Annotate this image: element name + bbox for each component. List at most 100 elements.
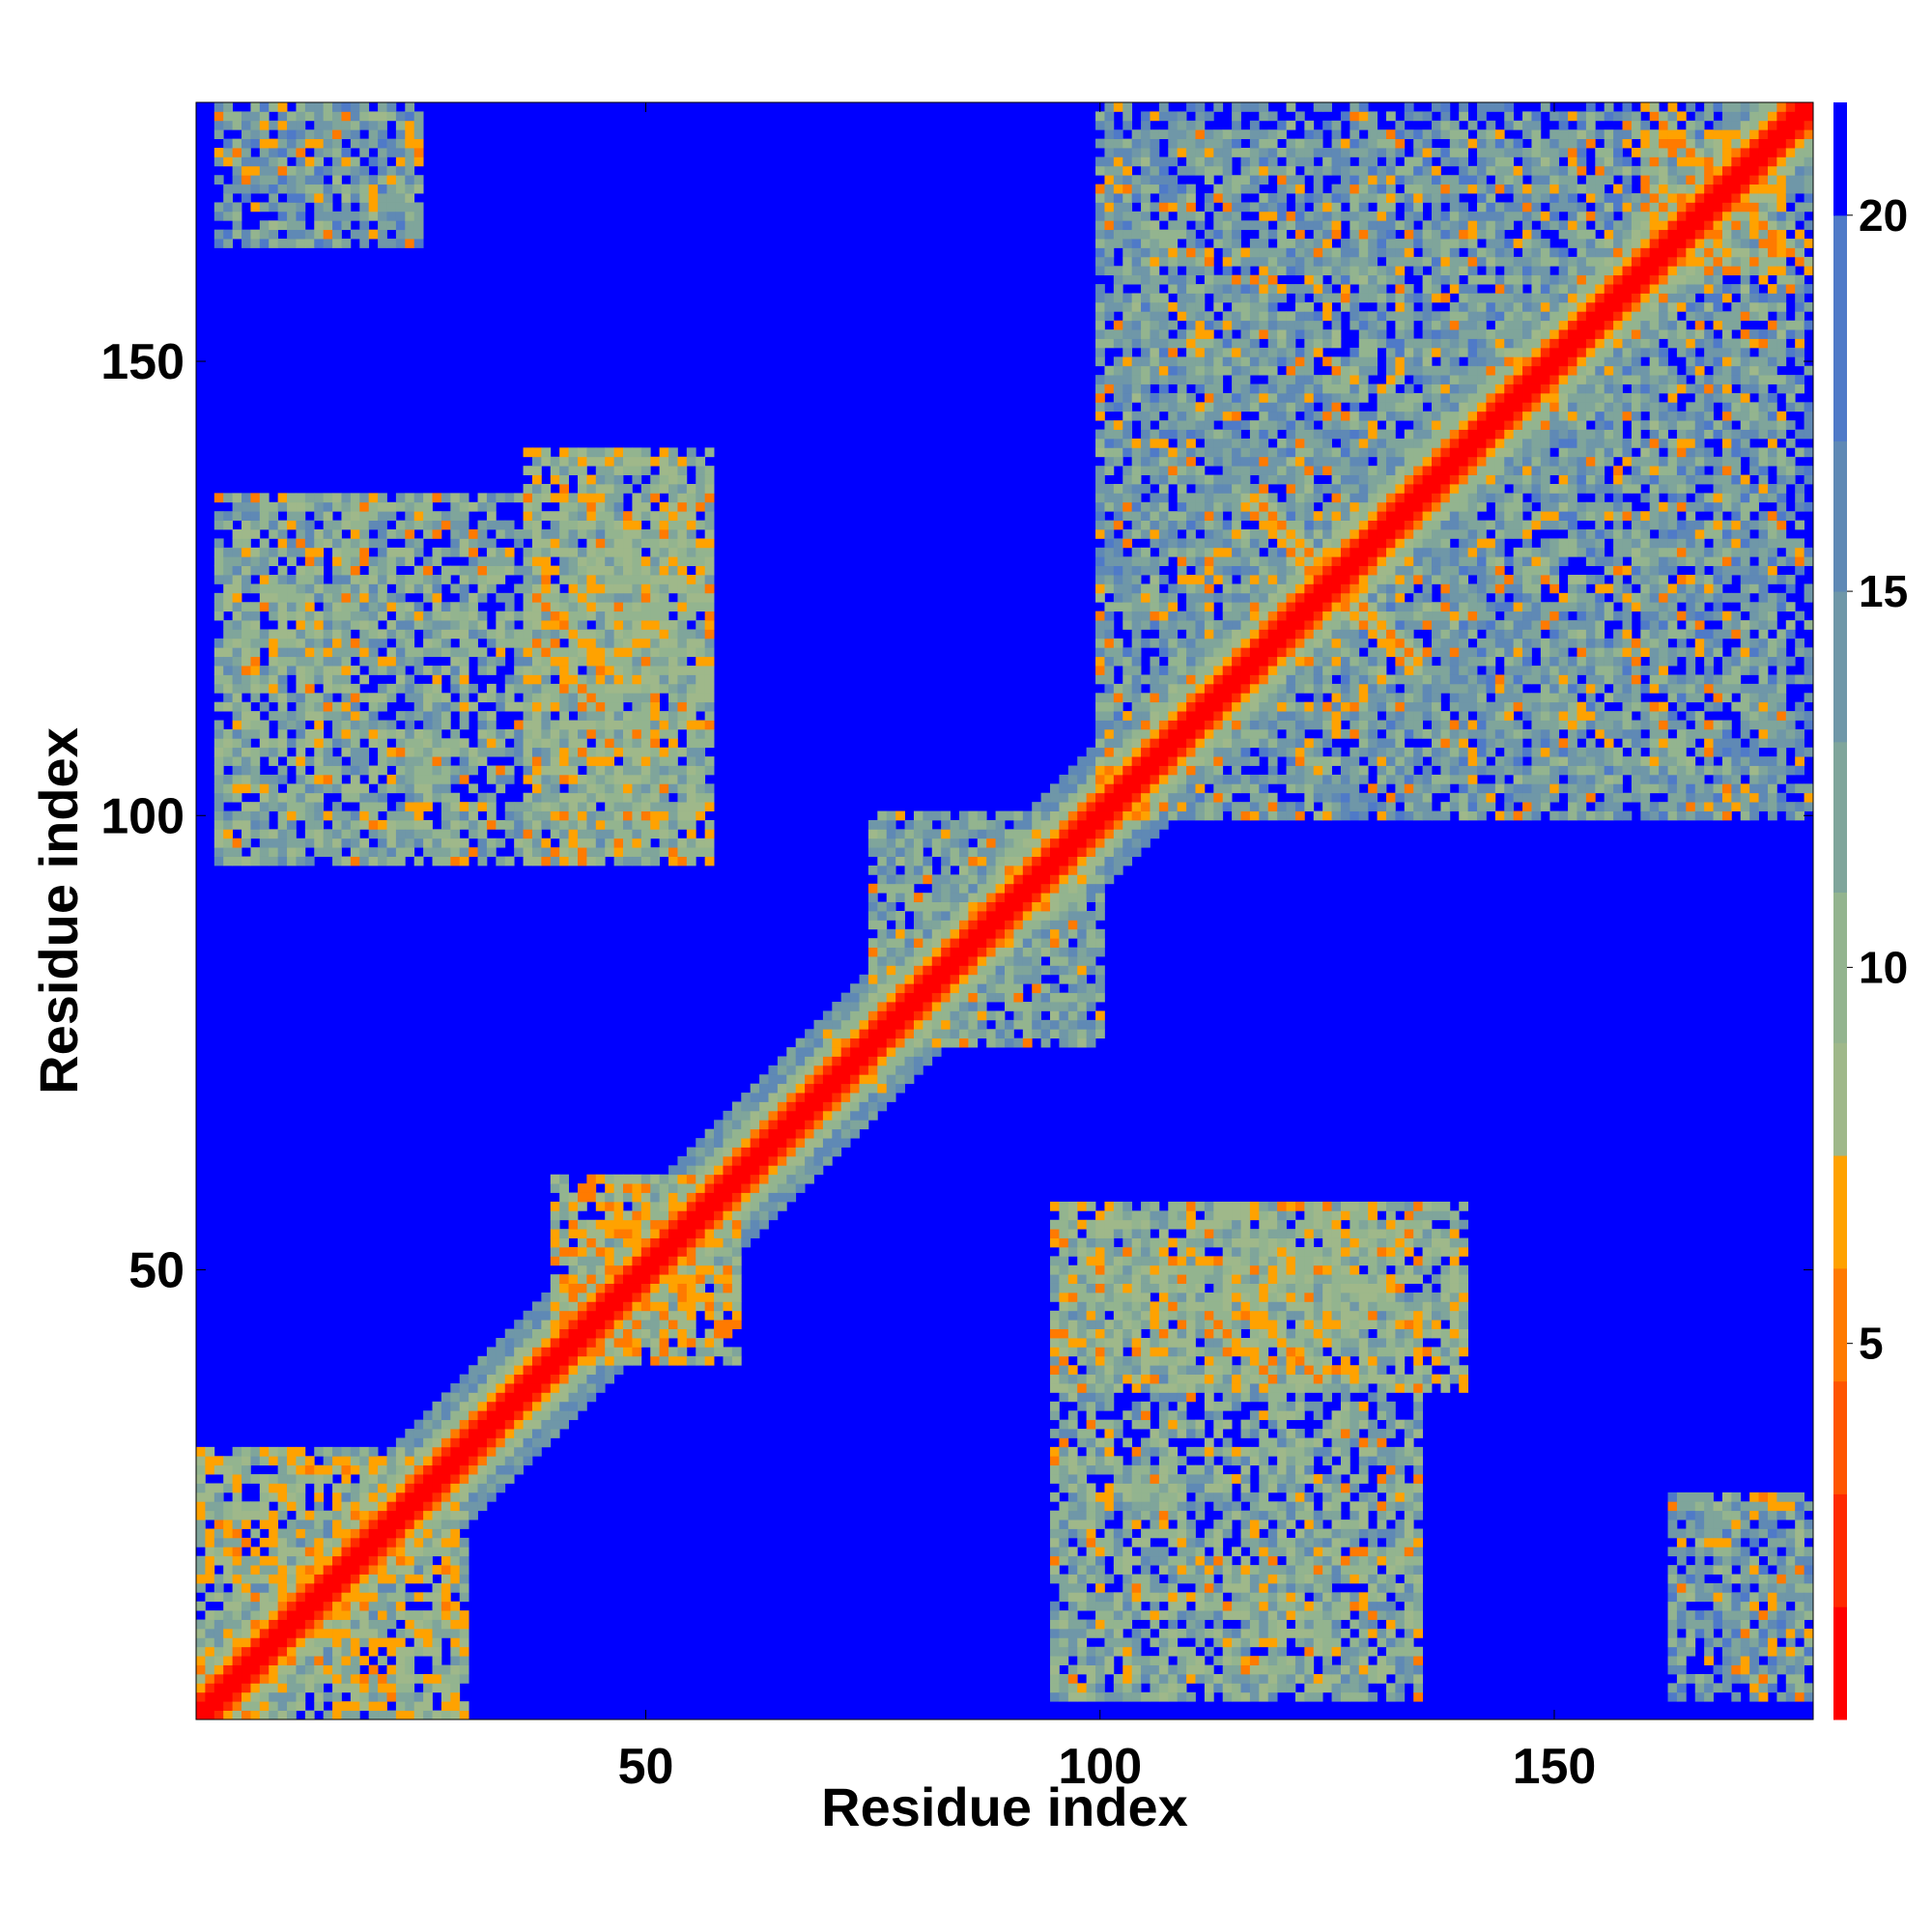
heatmap-cell	[341, 592, 352, 603]
heatmap-cell	[586, 556, 597, 567]
heatmap-cell	[432, 583, 442, 594]
heatmap-cell	[423, 1464, 433, 1475]
heatmap-cell	[450, 810, 461, 821]
heatmap-cell	[287, 738, 297, 749]
heatmap-cell	[314, 493, 325, 503]
heatmap-cell	[650, 792, 661, 803]
heatmap-cell	[559, 1192, 569, 1203]
heatmap-cell	[1050, 1338, 1060, 1348]
heatmap-cell	[423, 728, 433, 739]
heatmap-cell	[314, 1446, 325, 1457]
heatmap-cell	[650, 1355, 661, 1366]
heatmap-cell	[296, 1474, 306, 1484]
heatmap-cell	[904, 1047, 915, 1057]
heatmap-cell	[223, 647, 234, 658]
heatmap-cell	[1067, 1410, 1078, 1421]
heatmap-cell	[440, 1582, 451, 1593]
heatmap-cell	[741, 1110, 752, 1121]
heatmap-cell	[296, 620, 306, 630]
heatmap-cell	[232, 856, 242, 867]
heatmap-cell	[304, 602, 315, 612]
heatmap-cell	[250, 1610, 261, 1620]
heatmap-cell	[623, 847, 633, 857]
heatmap-cell	[459, 838, 469, 848]
heatmap-cell	[440, 1419, 451, 1430]
heatmap-cell	[640, 728, 651, 739]
heatmap-cell	[350, 747, 360, 757]
heatmap-cell	[232, 175, 242, 185]
heatmap-cell	[296, 711, 306, 721]
heatmap-cell	[368, 1456, 379, 1466]
heatmap-cell	[223, 156, 234, 167]
heatmap-cell	[1050, 874, 1060, 885]
heatmap-cell	[696, 638, 706, 648]
heatmap-cell	[696, 747, 706, 757]
heatmap-cell	[378, 1710, 387, 1720]
heatmap-cell	[958, 829, 969, 839]
heatmap-cell	[341, 810, 352, 821]
heatmap-cell	[613, 1292, 624, 1302]
heatmap-cell	[1077, 1219, 1088, 1230]
heatmap-cell	[477, 792, 488, 803]
heatmap-cell	[395, 211, 406, 221]
heatmap-cell	[714, 1219, 724, 1230]
heatmap-cell	[232, 120, 242, 130]
heatmap-cell	[786, 1147, 797, 1157]
heatmap-cell	[350, 1656, 360, 1665]
heatmap-cell	[368, 511, 379, 521]
heatmap-cell	[1095, 1338, 1105, 1348]
heatmap-cell	[605, 466, 614, 475]
heatmap-cell	[213, 666, 224, 675]
heatmap-cell	[1032, 883, 1042, 894]
heatmap-cell	[886, 810, 896, 821]
heatmap-cell	[440, 856, 451, 867]
heatmap-cell	[623, 738, 633, 749]
heatmap-cell	[341, 493, 352, 503]
heatmap-cell	[613, 1347, 624, 1357]
heatmap-cell	[995, 865, 1006, 875]
heatmap-cell	[958, 1029, 969, 1039]
heatmap-cell	[469, 810, 478, 821]
heatmap-cell	[867, 838, 878, 848]
heatmap-cell	[840, 1128, 851, 1139]
heatmap-cell	[341, 1483, 352, 1493]
heatmap-cell	[259, 1483, 270, 1493]
heatmap-cell	[213, 1619, 224, 1630]
heatmap-cell	[250, 1664, 261, 1675]
heatmap-cell	[577, 638, 587, 648]
heatmap-cell	[486, 1419, 497, 1430]
heatmap-cell	[314, 1483, 325, 1493]
heatmap-cell	[605, 838, 614, 848]
heatmap-cell	[696, 683, 706, 694]
heatmap-cell	[350, 129, 360, 140]
heatmap-cell	[1086, 1274, 1096, 1284]
heatmap-cell	[242, 1537, 251, 1548]
heatmap-cell	[432, 666, 442, 675]
heatmap-cell	[859, 1074, 869, 1085]
heatmap-cell	[395, 620, 406, 630]
heatmap-cell	[1086, 1419, 1096, 1430]
heatmap-cell	[395, 1646, 406, 1657]
heatmap-cell	[314, 629, 325, 639]
heatmap-cell	[450, 583, 461, 594]
heatmap-cell	[323, 1628, 333, 1638]
heatmap-cell	[469, 783, 478, 794]
heatmap-cell	[586, 474, 597, 485]
heatmap-cell	[405, 810, 415, 821]
heatmap-cell	[405, 211, 415, 221]
heatmap-cell	[1022, 1037, 1033, 1048]
heatmap-cell	[813, 1110, 824, 1121]
heatmap-cell	[314, 1628, 325, 1638]
heatmap-cell	[677, 765, 688, 776]
heatmap-cell	[242, 701, 251, 712]
heatmap-cell	[1077, 1274, 1088, 1284]
heatmap-cell	[659, 819, 669, 830]
heatmap-cell	[559, 792, 569, 803]
heatmap-cell	[1077, 1246, 1088, 1257]
heatmap-cell	[696, 1237, 706, 1248]
heatmap-cell	[332, 728, 342, 739]
heatmap-cell	[405, 165, 415, 176]
heatmap-cell	[469, 1392, 478, 1403]
heatmap-cell	[668, 1256, 678, 1266]
heatmap-cell	[341, 1547, 352, 1557]
